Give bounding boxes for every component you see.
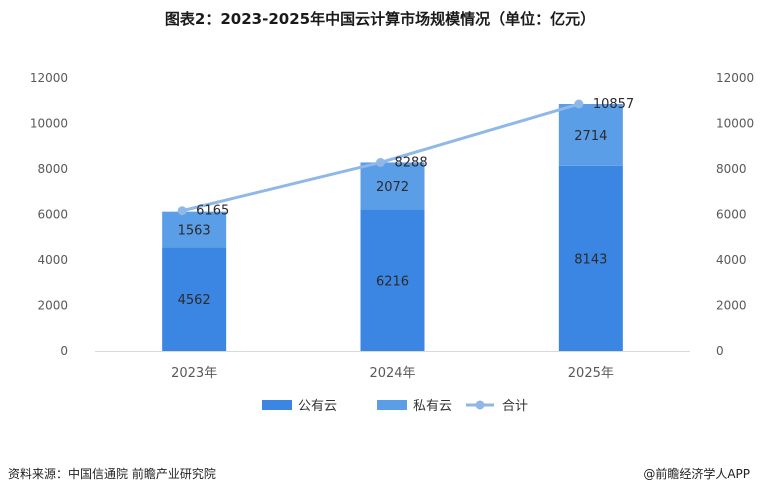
private-cloud-bar-label: 2714 [574,129,607,144]
y-axis-left: 0 2000 4000 6000 8000 10000 12000 [30,71,68,358]
y-left-tick-label: 8000 [37,162,68,176]
y-right-tick-label: 10000 [716,117,754,131]
x-tick-label: 2023年 [171,366,217,381]
public-cloud-bar [162,247,227,351]
legend-private-cloud-swatch [377,400,407,410]
total-point-label: 10857 [593,97,634,112]
total-point-label: 8288 [395,155,428,170]
legend-total-label: 合计 [502,399,528,414]
y-right-tick-label: 2000 [716,299,747,313]
legend-total-marker [475,400,485,410]
y-left-tick-label: 12000 [30,71,68,85]
bars-group: 4562 1563 6216 2072 8143 2714 [162,104,623,351]
total-point [574,99,584,109]
y-right-tick-label: 0 [716,344,724,358]
public-cloud-bar [360,209,425,351]
x-tick-label: 2024年 [369,366,415,381]
total-line-group: 6165 8288 10857 [177,97,634,219]
legend-public-cloud-label: 公有云 [298,399,337,414]
total-point-label: 6165 [196,204,229,219]
y-left-tick-label: 10000 [30,117,68,131]
public-cloud-bar [558,165,623,351]
y-right-tick-label: 8000 [716,162,747,176]
total-point [177,206,187,216]
y-right-tick-label: 6000 [716,208,747,222]
y-left-tick-label: 2000 [37,299,68,313]
y-left-tick-label: 6000 [37,208,68,222]
x-axis: 2023年 2024年 2025年 [171,366,614,381]
legend-private-cloud-label: 私有云 [413,399,452,414]
y-left-tick-label: 4000 [37,253,68,267]
public-cloud-bar-label: 6216 [376,274,409,289]
copyright-note: @前瞻经济学人APP [643,467,750,481]
private-cloud-bar [360,162,425,210]
private-cloud-bar [558,104,623,166]
y-left-tick-label: 0 [60,344,68,358]
private-cloud-bar-label: 2072 [376,180,409,195]
source-note: 资料来源：中国信通院 前瞻产业研究院 [8,467,216,481]
chart-title: 图表2：2023-2025年中国云计算市场规模情况（单位：亿元） [164,10,596,28]
y-axis-right: 0 2000 4000 6000 8000 10000 12000 [716,71,754,358]
total-point [376,157,385,167]
private-cloud-bar-label: 1563 [178,223,211,238]
y-right-tick-label: 12000 [716,71,754,85]
x-tick-label: 2025年 [568,366,614,381]
public-cloud-bar-label: 8143 [574,252,607,267]
private-cloud-bar [162,211,227,248]
public-cloud-bar-label: 4562 [178,293,211,308]
legend-public-cloud-swatch [262,400,292,410]
legend: 公有云 私有云 合计 [262,399,528,414]
y-right-tick-label: 4000 [716,253,747,267]
